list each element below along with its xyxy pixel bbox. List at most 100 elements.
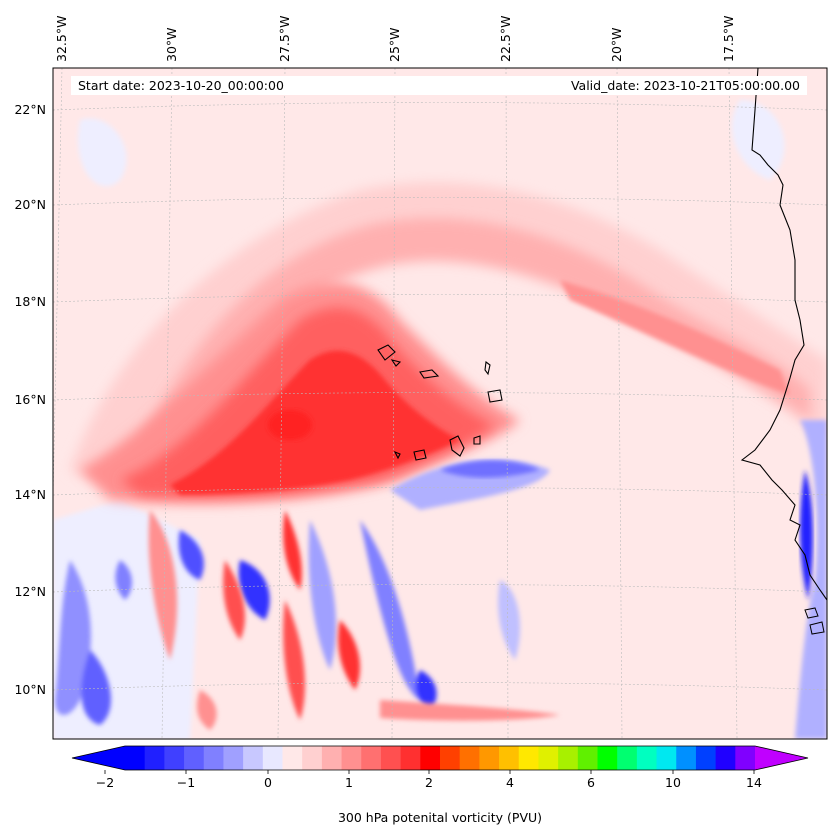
lat-label: 16°N [14, 392, 46, 407]
colorbar-label: 300 hPa potenital vorticity (PVU) [338, 810, 542, 825]
colorbar-swatch [144, 746, 165, 770]
colorbar-tick-label: 6 [587, 775, 595, 790]
pv-near-zero-patch [731, 100, 785, 180]
lon-label: 20°W [609, 27, 624, 62]
pv-negative-streak [81, 650, 111, 725]
pv-negative-streak [360, 520, 420, 700]
colorbar-tick-label: 10 [665, 775, 681, 790]
colorbar-swatch [636, 746, 658, 770]
colorbar-outline [71, 745, 809, 771]
colorbar-tick-label: 14 [746, 775, 762, 790]
pv-positive-streak [148, 510, 178, 660]
colorbar-swatch [577, 746, 598, 770]
info-banner [71, 76, 807, 95]
colorbar: −2 −1 0 1 2 4 6 10 14 [71, 745, 809, 790]
colorbar-swatch [735, 746, 756, 770]
colorbar-under-arrow [72, 746, 125, 770]
pv-negative-streak [55, 560, 91, 715]
pv-positive-streak [283, 600, 305, 720]
lon-label: 32.5°W [54, 16, 69, 62]
colorbar-swatch [695, 746, 717, 770]
pv-positive-streak [223, 560, 245, 640]
island [473, 435, 481, 445]
colorbar-swatch [440, 746, 461, 770]
colorbar-swatch [459, 746, 480, 770]
cape-verde-islands [377, 344, 503, 461]
pv-negative-streak [238, 560, 270, 620]
plot-frame [52, 67, 828, 740]
lon-label: 25°W [387, 27, 402, 62]
lat-label: 12°N [14, 584, 46, 599]
colorbar-swatch [518, 746, 539, 770]
pv-max-cell [268, 410, 312, 440]
pv-negative-streak [498, 580, 520, 660]
lon-label: 30°W [164, 27, 179, 62]
pv-negative-streak [308, 520, 337, 670]
colorbar-swatch [262, 746, 283, 770]
pv-positive-streak [283, 510, 302, 590]
africa-coastline [740, 68, 827, 601]
lat-label: 14°N [14, 487, 46, 502]
lon-label: 27.5°W [277, 16, 292, 62]
colorbar-tick-label: −1 [177, 775, 195, 790]
colorbar-swatch [676, 746, 697, 770]
pv-field [53, 68, 827, 739]
island [484, 360, 491, 376]
island [449, 435, 465, 457]
colorbar-tick-label: 4 [506, 775, 514, 790]
pv-negative-streak [415, 670, 437, 710]
colorbar-swatch [656, 746, 677, 770]
colorbar-swatch [558, 746, 579, 770]
colorbar-tick-label: 1 [345, 775, 353, 790]
colorbar-tick-label: 2 [425, 775, 433, 790]
colorbar-swatch [203, 746, 224, 770]
pv-positive-streak [380, 700, 560, 721]
pv-positive-streak [338, 620, 360, 690]
colorbar-swatch [715, 746, 736, 770]
colorbar-swatch [400, 746, 421, 770]
colorbar-swatch [302, 746, 323, 770]
pv-arch-band [140, 218, 810, 440]
pv-positive-streaks [148, 510, 560, 730]
pv-coastal-negative-strip [800, 470, 813, 600]
colorbar-swatch [184, 746, 205, 770]
coastal-islands [804, 607, 825, 635]
island [487, 389, 503, 403]
pv-coastal-negative-strip [795, 420, 827, 739]
pv-tongue-inner [170, 350, 460, 495]
lat-label: 22°N [14, 102, 46, 117]
colorbar-swatch [361, 746, 382, 770]
colorbar-swatch [341, 746, 362, 770]
colorbar-over-arrow [755, 746, 808, 770]
colorbar-swatch [321, 746, 343, 770]
colorbar-swatch [499, 746, 520, 770]
colorbar-swatch [380, 746, 402, 770]
pv-negative-streak [115, 560, 132, 600]
colorbar-swatch [617, 746, 638, 770]
island [377, 344, 396, 361]
lon-label: 17.5°W [721, 16, 736, 62]
colorbar-swatch [243, 746, 264, 770]
island [419, 369, 440, 379]
colorbar-swatch [420, 746, 441, 770]
colorbar-swatch [479, 746, 500, 770]
lat-label: 18°N [14, 294, 46, 309]
pv-negative-streak [178, 530, 204, 580]
pv-positive-streak [197, 690, 217, 730]
pv-negative-ribbon [440, 460, 540, 478]
colorbar-swatch [125, 746, 146, 770]
lon-label: 22.5°W [498, 16, 513, 62]
pv-arch-core [560, 280, 790, 395]
pv-near-zero-patch [78, 118, 127, 187]
latitude-labels: 22°N 20°N 18°N 16°N 14°N 12°N 10°N [14, 102, 46, 697]
colorbar-swatch [164, 746, 185, 770]
pv-arch-outer [70, 182, 827, 478]
island [390, 359, 402, 367]
colorbar-swatch [223, 746, 244, 770]
island [804, 607, 819, 619]
longitude-labels: 32.5°W 30°W 27.5°W 25°W 22.5°W 20°W 17.5°W [54, 16, 736, 62]
lat-label: 20°N [14, 197, 46, 212]
island [809, 621, 825, 635]
colorbar-tick-label: −2 [96, 775, 114, 790]
